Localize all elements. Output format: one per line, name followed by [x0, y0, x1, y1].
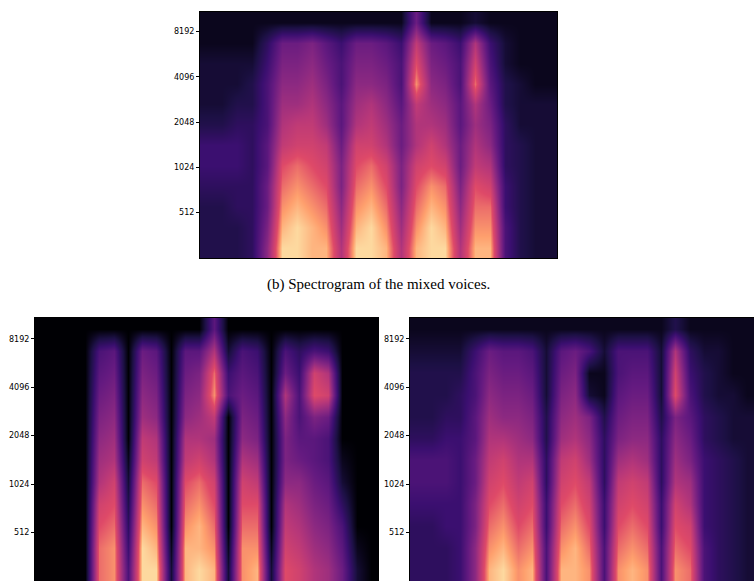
- svg-text:512: 512: [389, 528, 404, 537]
- svg-text:1024: 1024: [384, 480, 404, 489]
- svg-text:2048: 2048: [384, 431, 404, 440]
- svg-text:4096: 4096: [9, 383, 29, 392]
- svg-text:8192: 8192: [9, 335, 29, 344]
- svg-text:2048: 2048: [174, 118, 194, 127]
- svg-text:2048: 2048: [9, 431, 29, 440]
- svg-text:8192: 8192: [174, 27, 194, 36]
- svg-text:1024: 1024: [174, 163, 194, 172]
- svg-text:512: 512: [179, 208, 194, 217]
- svg-text:(b) Spectrogram of the mixed v: (b) Spectrogram of the mixed voices.: [267, 276, 490, 293]
- svg-text:1024: 1024: [9, 480, 29, 489]
- svg-text:4096: 4096: [174, 73, 194, 82]
- svg-text:512: 512: [14, 528, 29, 537]
- svg-text:4096: 4096: [384, 383, 404, 392]
- svg-text:8192: 8192: [384, 335, 404, 344]
